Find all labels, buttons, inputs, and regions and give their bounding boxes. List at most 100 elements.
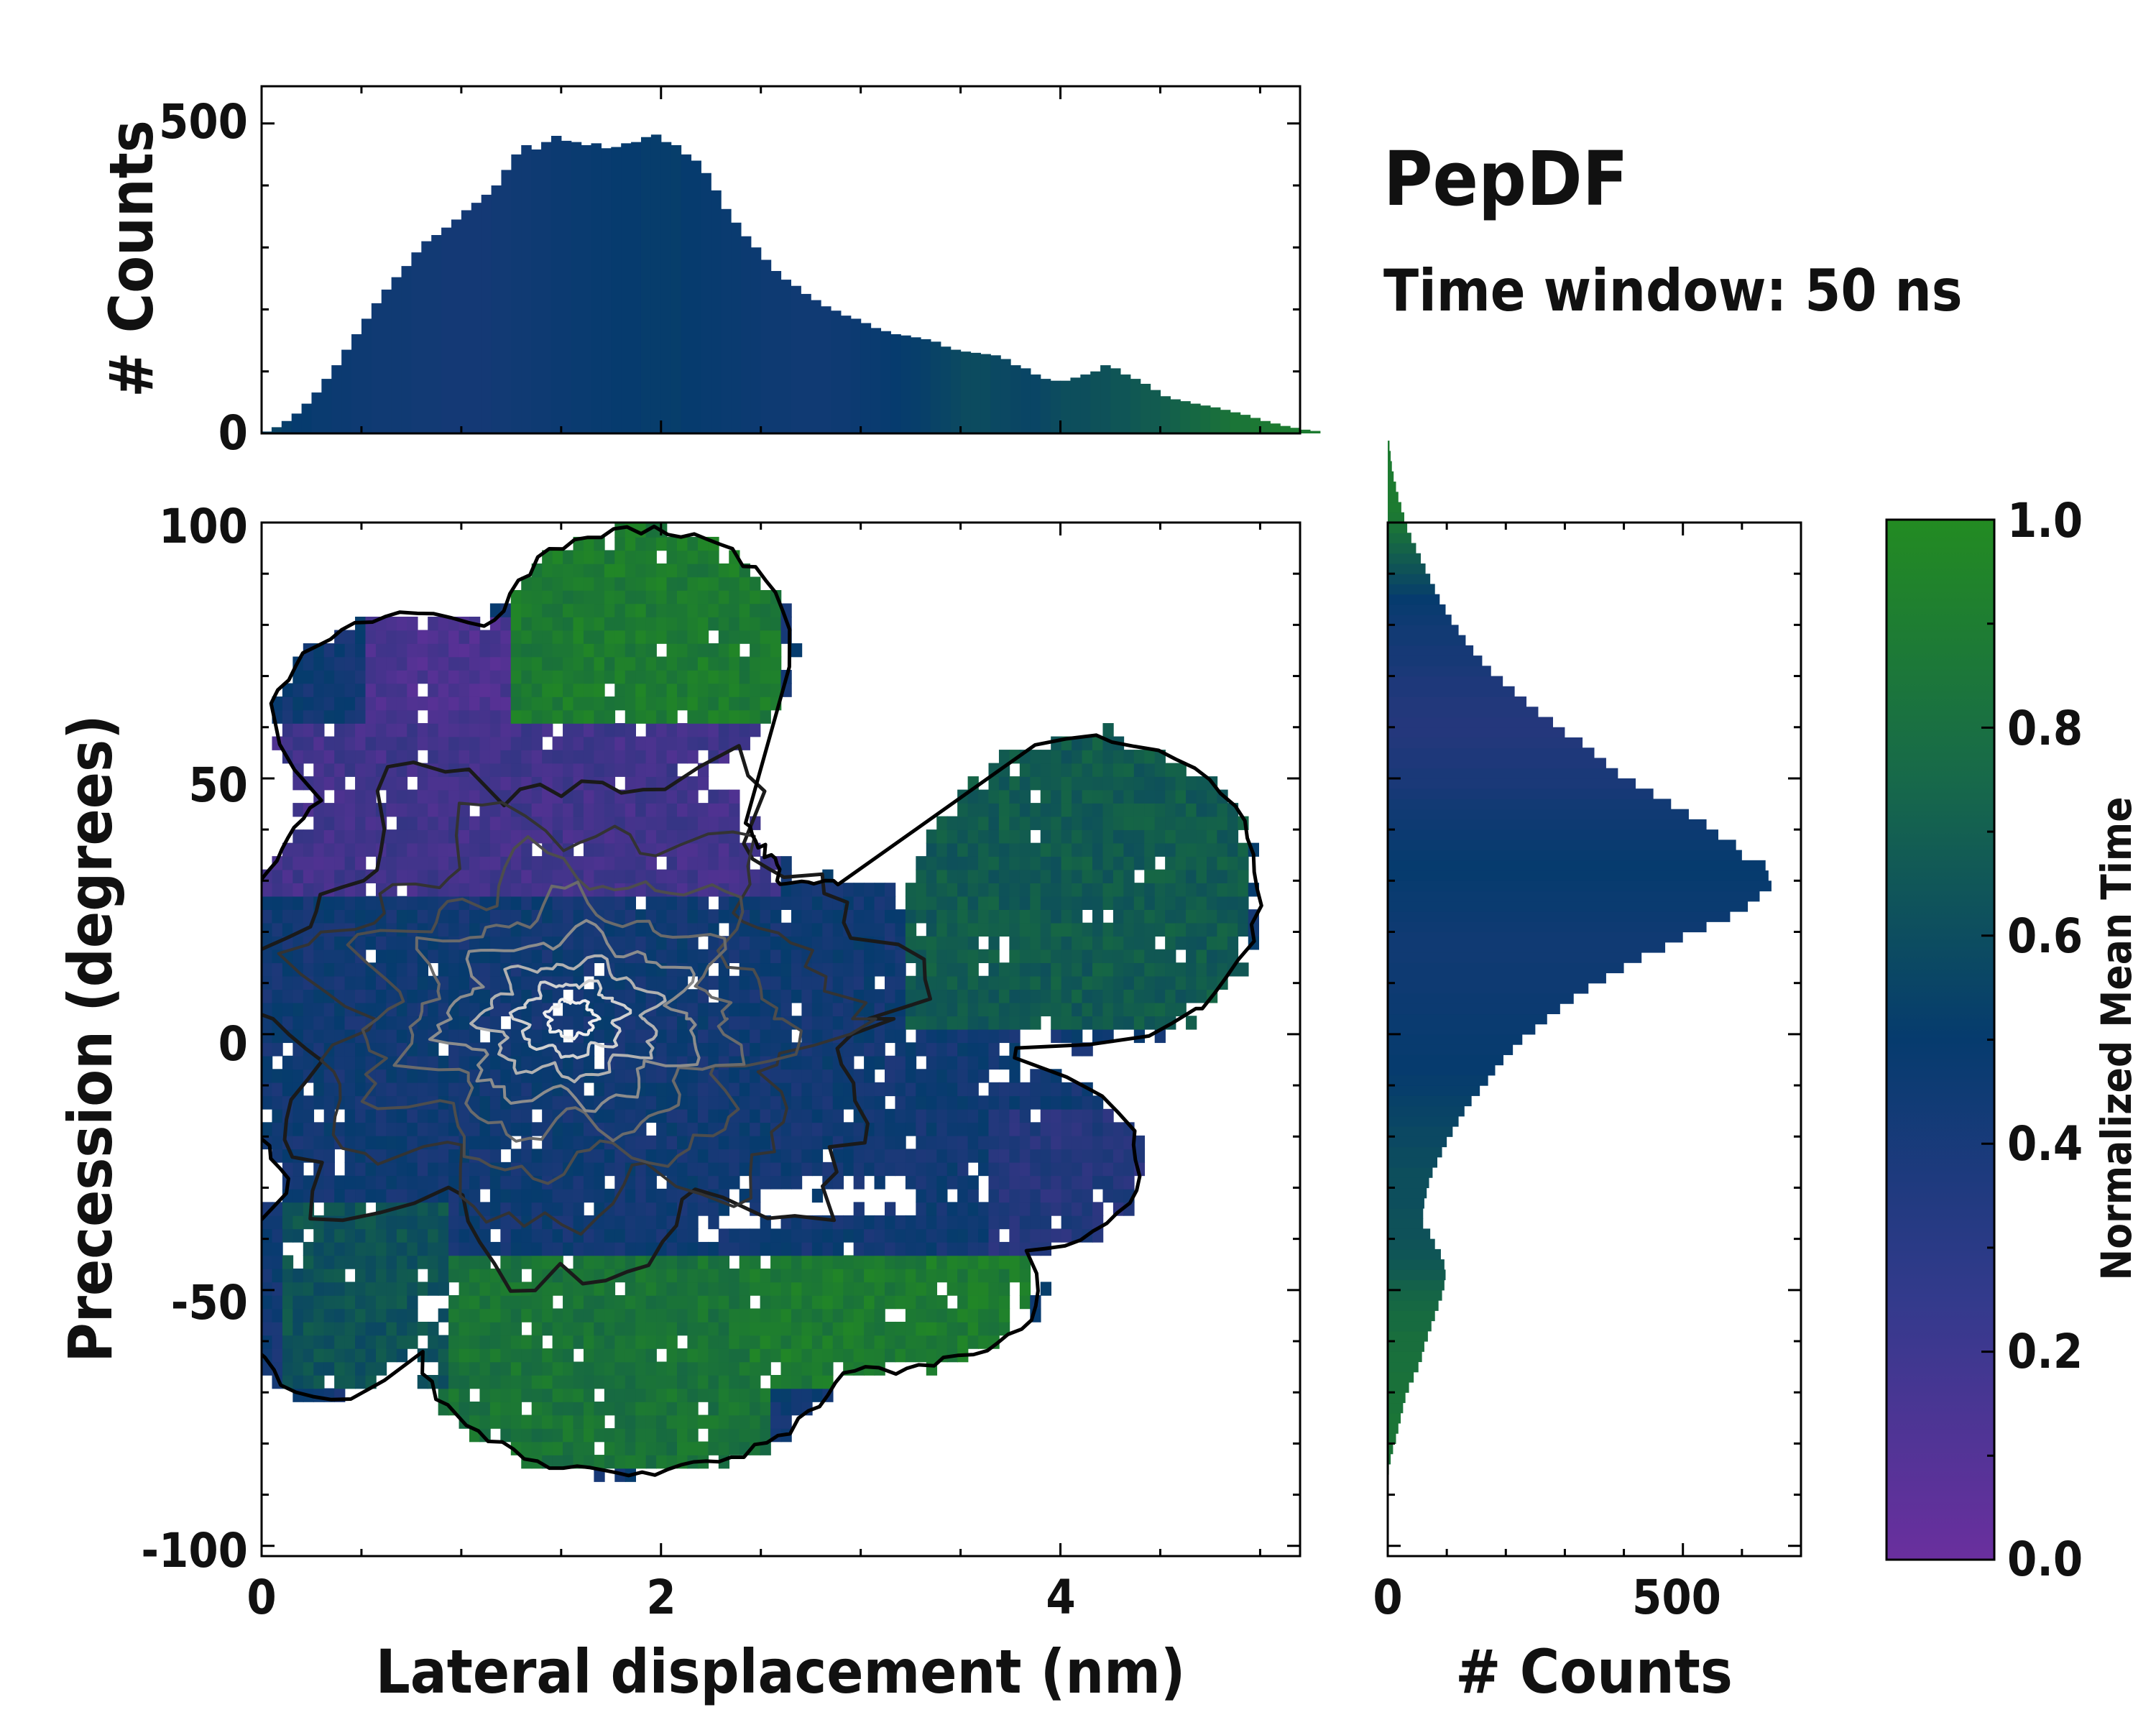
heatmap-cell <box>625 909 636 924</box>
heatmap-cell <box>355 1241 367 1256</box>
heatmap-cell <box>604 1149 616 1163</box>
heatmap-cell <box>1102 989 1114 1003</box>
heatmap-cell <box>1133 842 1146 857</box>
density-contour-line <box>508 979 632 1059</box>
heatmap-cell <box>687 1241 699 1256</box>
heatmap-cell <box>282 989 294 1003</box>
heatmap-cell <box>479 630 491 644</box>
heatmap-cell <box>614 643 626 658</box>
heatmap-cell <box>1092 936 1104 950</box>
heatmap-cell <box>563 1348 574 1363</box>
heatmap-cell <box>272 1095 283 1110</box>
heatmap-cell <box>750 1016 761 1030</box>
heatmap-cell <box>926 1202 938 1216</box>
heatmap-cell <box>1082 949 1093 964</box>
heatmap-cell <box>604 1402 616 1416</box>
heatmap-cell <box>957 1268 969 1283</box>
heatmap-cell <box>988 1108 1000 1123</box>
heatmap-cell <box>1061 922 1072 937</box>
heatmap-cell <box>811 1348 824 1363</box>
heatmap-cell <box>729 1069 740 1083</box>
heatmap-cell <box>303 1335 315 1349</box>
heatmap-cell <box>396 1082 408 1097</box>
heatmap-cell <box>344 909 356 924</box>
heatmap-cell <box>656 776 668 791</box>
heatmap-cell <box>988 1175 1000 1190</box>
heatmap-cell <box>313 869 325 883</box>
heatmap-cell <box>1051 989 1062 1003</box>
heatmap-cell <box>957 1122 969 1136</box>
heatmap-cell <box>438 896 449 910</box>
heatmap-cell <box>822 1082 834 1097</box>
heatmap-cell <box>489 1282 502 1296</box>
heatmap-cell <box>625 723 636 737</box>
heatmap-cell <box>479 1122 491 1136</box>
heatmap-cell <box>521 630 533 644</box>
heatmap-cell <box>780 1228 792 1243</box>
heatmap-cell <box>313 1321 325 1336</box>
heatmap-cell <box>365 1108 377 1123</box>
heatmap-cell <box>750 1374 761 1389</box>
heatmap-cell <box>1082 856 1093 870</box>
heatmap-cell <box>459 1016 470 1030</box>
heatmap-cell <box>583 563 595 578</box>
heatmap-cell <box>635 630 647 644</box>
heatmap-cell <box>604 856 616 870</box>
heatmap-cell <box>573 803 584 817</box>
heatmap-cell <box>687 936 699 950</box>
heatmap-cell <box>1061 989 1072 1003</box>
heatmap-cell <box>811 936 824 950</box>
heatmap-cell <box>843 1095 854 1110</box>
heatmap-cell <box>998 1308 1010 1322</box>
heatmap-cell <box>666 1308 678 1322</box>
heatmap-cell <box>500 1374 512 1389</box>
heatmap-cell <box>895 1282 906 1296</box>
heatmap-cell <box>386 1108 397 1123</box>
top-histogram-bar <box>541 142 552 433</box>
heatmap-cell <box>542 1069 553 1083</box>
heatmap-cell <box>594 1162 605 1177</box>
heatmap-cell <box>292 1335 304 1349</box>
heatmap-cell <box>417 869 428 883</box>
heatmap-cell <box>1238 896 1249 910</box>
heatmap-cell <box>531 949 543 964</box>
heatmap-cell <box>510 1414 522 1429</box>
heatmap-cell <box>864 1268 875 1283</box>
heatmap-cell <box>552 1268 563 1283</box>
heatmap-cell <box>438 829 449 844</box>
heatmap-cell <box>780 1082 792 1097</box>
heatmap-cell <box>479 869 491 883</box>
heatmap-cell <box>604 909 616 924</box>
heatmap-cell <box>895 1268 906 1283</box>
heatmap-cell <box>469 842 481 857</box>
heatmap-cell <box>469 1402 481 1416</box>
heatmap-cell <box>697 736 709 750</box>
heatmap-cell <box>323 829 335 844</box>
heatmap-cell <box>708 576 719 591</box>
heatmap-cell <box>967 1095 979 1110</box>
heatmap-cell <box>895 989 906 1003</box>
heatmap-cell <box>1123 1175 1135 1190</box>
heatmap-cell <box>946 1321 958 1336</box>
heatmap-cell <box>957 803 969 817</box>
heatmap-cell <box>323 1268 335 1283</box>
top-histogram-bar <box>431 235 442 433</box>
heatmap-cell <box>874 1042 885 1057</box>
heatmap-cell <box>926 1016 938 1030</box>
heatmap-cell <box>926 1108 938 1123</box>
heatmap-cell <box>407 1108 418 1123</box>
heatmap-cell <box>428 723 439 737</box>
heatmap-cell <box>936 1321 948 1336</box>
heatmap-cell <box>552 1282 563 1296</box>
right-histogram-bar <box>1388 788 1654 800</box>
heatmap-cell <box>1123 763 1135 777</box>
heatmap-cell <box>635 1162 647 1177</box>
heatmap-cell <box>594 670 605 684</box>
heatmap-cell <box>1186 829 1197 844</box>
heatmap-cell <box>697 670 709 684</box>
heatmap-cell <box>459 1335 470 1349</box>
heatmap-cell <box>614 989 626 1003</box>
heatmap-cell <box>978 1122 990 1136</box>
heatmap-cell <box>469 1335 481 1349</box>
heatmap-cell <box>708 1095 719 1110</box>
